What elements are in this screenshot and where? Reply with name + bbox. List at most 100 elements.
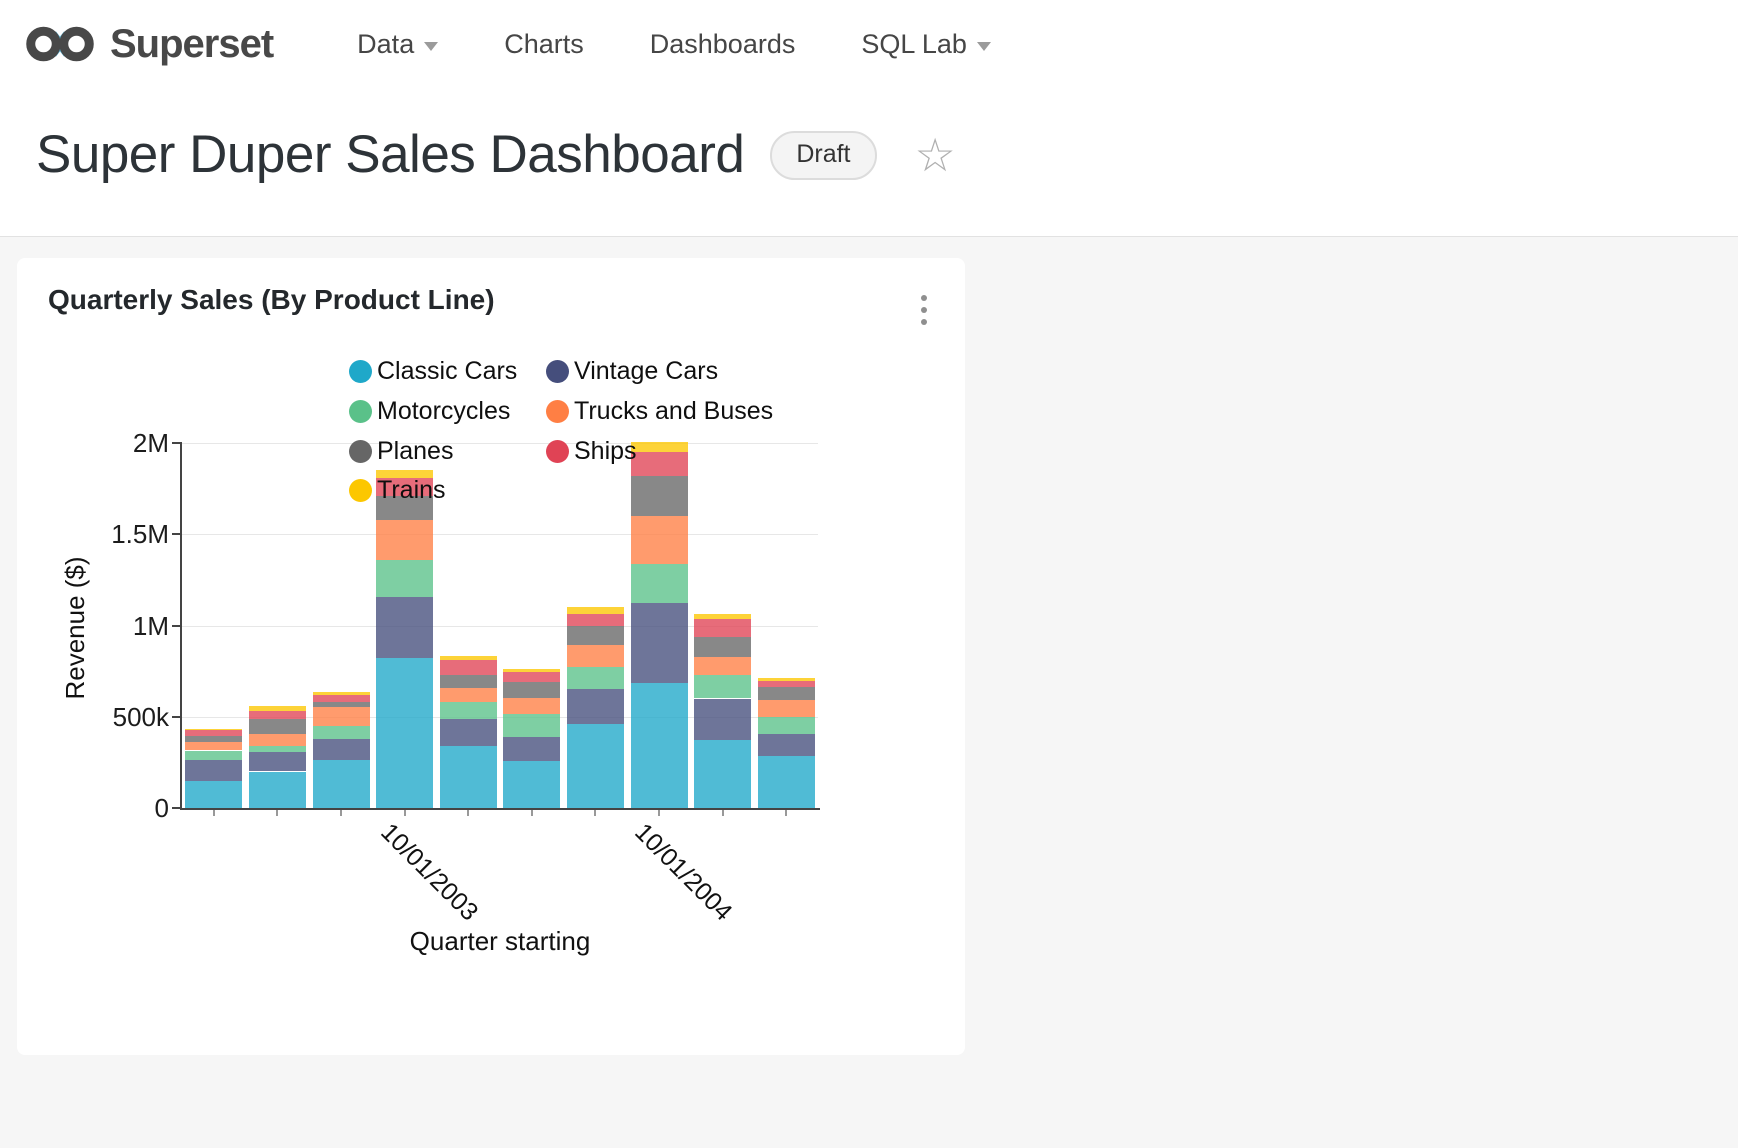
bar-segment-classic-cars[interactable] xyxy=(376,658,434,808)
nav-item-data[interactable]: Data xyxy=(357,29,439,60)
bar-segment-vintage-cars[interactable] xyxy=(185,759,243,781)
bar-segment-ships[interactable] xyxy=(630,451,688,477)
bar-segment-planes[interactable] xyxy=(376,496,434,521)
legend-item-vintage-cars[interactable]: Vintage Cars xyxy=(546,357,718,386)
nav-item-dashboards-label: Dashboards xyxy=(649,28,796,59)
bar-segment-ships[interactable] xyxy=(248,711,306,720)
bar-segment-trucks-and-buses[interactable] xyxy=(503,697,561,714)
bar-segment-planes[interactable] xyxy=(185,736,243,742)
nav-item-dashboards[interactable]: Dashboards xyxy=(650,29,796,60)
bar-segment-trains[interactable] xyxy=(503,668,561,673)
bar-segment-vintage-cars[interactable] xyxy=(439,718,497,746)
legend-item-trains[interactable]: Trains xyxy=(349,476,446,505)
bar-segment-planes[interactable] xyxy=(503,681,561,698)
bar-segment-vintage-cars[interactable] xyxy=(312,739,370,761)
bar-segment-classic-cars[interactable] xyxy=(694,740,752,808)
bar-segment-trains[interactable] xyxy=(566,607,624,615)
bar-segment-trucks-and-buses[interactable] xyxy=(566,645,624,667)
bar-segment-planes[interactable] xyxy=(630,476,688,516)
legend-item-planes[interactable]: Planes xyxy=(349,437,453,466)
bar-segment-motorcycles[interactable] xyxy=(312,725,370,739)
bar-segment-trucks-and-buses[interactable] xyxy=(185,741,243,751)
bar-segment-classic-cars[interactable] xyxy=(566,724,624,808)
bar-segment-vintage-cars[interactable] xyxy=(566,689,624,725)
bar-segment-motorcycles[interactable] xyxy=(566,666,624,690)
bar-segment-vintage-cars[interactable] xyxy=(376,597,434,659)
nav-item-sql-lab[interactable]: SQL Lab xyxy=(861,29,991,60)
bar-segment-planes[interactable] xyxy=(757,687,815,700)
legend-item-trucks-and-buses[interactable]: Trucks and Buses xyxy=(546,397,773,426)
bar-segment-classic-cars[interactable] xyxy=(248,771,306,808)
bar-segment-classic-cars[interactable] xyxy=(439,745,497,808)
bar-segment-trains[interactable] xyxy=(312,692,370,695)
bar-segment-vintage-cars[interactable] xyxy=(630,602,688,683)
y-gridline xyxy=(182,534,818,536)
bar-segment-motorcycles[interactable] xyxy=(439,702,497,719)
bar-segment-vintage-cars[interactable] xyxy=(694,698,752,741)
y-tick-label: 1.5M xyxy=(111,519,169,550)
bar-segment-trains[interactable] xyxy=(630,441,688,452)
bar-segment-motorcycles[interactable] xyxy=(757,717,815,735)
bar-segment-motorcycles[interactable] xyxy=(376,560,434,598)
legend-item-motorcycles[interactable]: Motorcycles xyxy=(349,397,510,426)
bar-segment-motorcycles[interactable] xyxy=(248,745,306,753)
chart-options-button[interactable] xyxy=(902,286,946,334)
y-tick-mark xyxy=(172,533,180,536)
superset-logo[interactable]: Superset xyxy=(22,20,274,68)
bar-segment-ships[interactable] xyxy=(312,694,370,702)
bar-segment-trains[interactable] xyxy=(376,470,434,479)
bar-segment-motorcycles[interactable] xyxy=(694,674,752,699)
bar-segment-trains[interactable] xyxy=(694,614,752,620)
bar-segment-ships[interactable] xyxy=(566,614,624,627)
bar-segment-trucks-and-buses[interactable] xyxy=(630,515,688,564)
bar-segment-trains[interactable] xyxy=(757,677,815,682)
bar-segment-planes[interactable] xyxy=(566,626,624,646)
kebab-icon xyxy=(921,319,927,325)
bar-segment-vintage-cars[interactable] xyxy=(503,736,561,761)
x-axis-tick xyxy=(212,810,215,816)
bar-segment-vintage-cars[interactable] xyxy=(248,752,306,772)
y-gridline xyxy=(182,443,818,444)
x-axis-tick xyxy=(340,810,342,816)
bar-segment-ships[interactable] xyxy=(694,619,752,637)
bar-segment-trains[interactable] xyxy=(439,655,497,660)
bar-segment-ships[interactable] xyxy=(503,672,561,682)
bar-segment-trucks-and-buses[interactable] xyxy=(248,733,306,746)
legend-label: Trucks and Buses xyxy=(574,397,774,425)
bar-segment-ships[interactable] xyxy=(757,681,815,688)
bar-segment-trucks-and-buses[interactable] xyxy=(376,520,434,561)
bar-segment-trucks-and-buses[interactable] xyxy=(757,699,815,718)
bar-segment-planes[interactable] xyxy=(439,674,497,689)
bar-segment-ships[interactable] xyxy=(376,478,434,497)
bar-segment-classic-cars[interactable] xyxy=(630,682,688,808)
x-axis-tick xyxy=(594,810,597,816)
brand-text: Superset xyxy=(110,21,274,66)
bar-segment-planes[interactable] xyxy=(248,719,306,734)
y-gridline xyxy=(182,716,818,718)
bar-segment-classic-cars[interactable] xyxy=(312,760,370,808)
bar-segment-classic-cars[interactable] xyxy=(185,780,243,808)
bar-segment-classic-cars[interactable] xyxy=(757,755,815,808)
bar-segment-trucks-and-buses[interactable] xyxy=(439,688,497,703)
bar-segment-planes[interactable] xyxy=(312,701,370,708)
bar-segment-motorcycles[interactable] xyxy=(503,713,561,737)
x-axis-tick xyxy=(467,810,470,816)
bar-segment-planes[interactable] xyxy=(694,636,752,658)
bar-segment-motorcycles[interactable] xyxy=(185,750,243,760)
x-tick-label: 10/01/2004 xyxy=(629,818,738,927)
bar-segment-ships[interactable] xyxy=(185,729,243,737)
bar-segment-trucks-and-buses[interactable] xyxy=(312,707,370,726)
chart-card: Quarterly Sales (By Product Line) Revenu… xyxy=(17,258,965,1055)
bar-segment-motorcycles[interactable] xyxy=(630,563,688,603)
bar-segment-ships[interactable] xyxy=(439,659,497,675)
legend-item-classic-cars[interactable]: Classic Cars xyxy=(349,357,517,386)
legend-item-ships[interactable]: Ships xyxy=(546,437,637,466)
bar-segment-trains[interactable] xyxy=(248,706,306,712)
bar-segment-classic-cars[interactable] xyxy=(503,760,561,808)
y-tick-label: 1M xyxy=(132,610,169,641)
nav-item-charts[interactable]: Charts xyxy=(504,29,584,60)
favorite-star-icon[interactable]: ☆ xyxy=(914,129,956,181)
legend-swatch-icon xyxy=(349,360,372,383)
bar-segment-vintage-cars[interactable] xyxy=(757,734,815,756)
bar-segment-trucks-and-buses[interactable] xyxy=(694,657,752,675)
